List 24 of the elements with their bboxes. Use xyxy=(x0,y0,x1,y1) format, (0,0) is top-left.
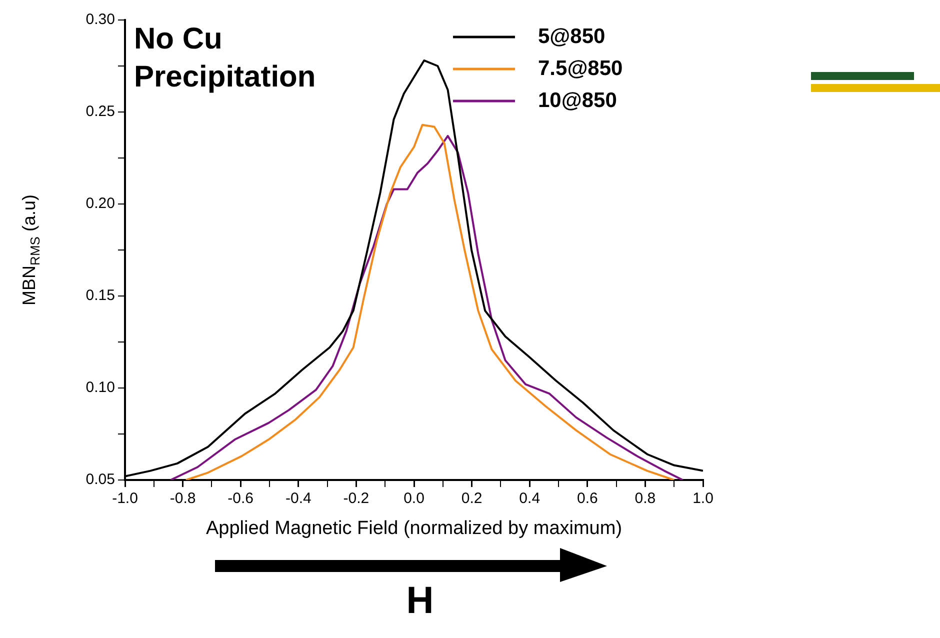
x-axis-title: Applied Magnetic Field (normalized by maximum) xyxy=(206,518,622,539)
text: No Cu Precipitation xyxy=(134,22,316,94)
x-tick-label: 0.4 xyxy=(519,490,540,508)
x-tick-label: -0.8 xyxy=(170,490,196,508)
x-tick-label: 0.2 xyxy=(461,490,482,508)
x-tick-label: -1.0 xyxy=(112,490,138,508)
legend-label: 5@850 xyxy=(538,24,606,48)
x-tick-label: -0.4 xyxy=(285,490,312,508)
y-tick-label: 0.25 xyxy=(86,103,115,120)
text: H xyxy=(405,580,435,623)
x-tick-label: 0.0 xyxy=(404,490,424,508)
x-tick-label: 0.8 xyxy=(634,490,656,508)
y-tick-label: 0.10 xyxy=(86,379,115,396)
y-tick-label: 0.05 xyxy=(86,471,115,488)
y-axis-title: MBNRMS (a.u) xyxy=(18,194,43,306)
x-tick-label: 1.0 xyxy=(692,490,714,508)
x-tick-label: 0.6 xyxy=(576,490,598,508)
y-tick-label: 0.15 xyxy=(86,287,115,304)
y-tick-label: 0.30 xyxy=(86,11,115,28)
y-tick-label: 0.20 xyxy=(86,195,115,212)
x-tick-label: -0.6 xyxy=(228,490,254,508)
legend-label: 10@850 xyxy=(538,88,617,112)
x-tick-label: -0.2 xyxy=(343,490,370,508)
legend-label: 7.5@850 xyxy=(538,56,623,80)
